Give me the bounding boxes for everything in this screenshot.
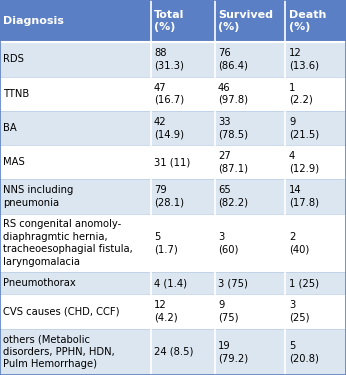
Text: BA: BA bbox=[3, 123, 17, 133]
Text: 5
(20.8): 5 (20.8) bbox=[289, 340, 319, 363]
Text: 19
(79.2): 19 (79.2) bbox=[218, 340, 248, 363]
Text: Death
(%): Death (%) bbox=[289, 10, 326, 32]
Text: 2
(40): 2 (40) bbox=[289, 232, 309, 254]
Text: 3 (75): 3 (75) bbox=[218, 278, 248, 288]
Bar bbox=[0, 272, 346, 294]
Text: 47
(16.7): 47 (16.7) bbox=[154, 82, 184, 105]
Text: 24 (8.5): 24 (8.5) bbox=[154, 347, 193, 357]
Bar bbox=[0, 214, 346, 272]
Text: 27
(87.1): 27 (87.1) bbox=[218, 151, 248, 174]
Text: 65
(82.2): 65 (82.2) bbox=[218, 185, 248, 208]
Text: others (Metabolic
disorders, PPHN, HDN,
Pulm Hemorrhage): others (Metabolic disorders, PPHN, HDN, … bbox=[3, 334, 115, 369]
Bar bbox=[0, 145, 346, 179]
Text: MAS: MAS bbox=[3, 157, 25, 167]
Bar bbox=[0, 42, 346, 76]
Text: 79
(28.1): 79 (28.1) bbox=[154, 185, 184, 208]
Text: CVS causes (CHD, CCF): CVS causes (CHD, CCF) bbox=[3, 306, 120, 316]
Bar bbox=[0, 294, 346, 328]
Text: 33
(78.5): 33 (78.5) bbox=[218, 117, 248, 139]
Text: 3
(60): 3 (60) bbox=[218, 232, 238, 254]
Text: NNS including
pneumonia: NNS including pneumonia bbox=[3, 185, 74, 208]
Text: 5
(1.7): 5 (1.7) bbox=[154, 232, 178, 254]
Text: Total
(%): Total (%) bbox=[154, 10, 184, 32]
Text: 4
(12.9): 4 (12.9) bbox=[289, 151, 319, 174]
Text: 14
(17.8): 14 (17.8) bbox=[289, 185, 319, 208]
Text: 4 (1.4): 4 (1.4) bbox=[154, 278, 187, 288]
Bar bbox=[0, 76, 346, 111]
Text: 42
(14.9): 42 (14.9) bbox=[154, 117, 184, 139]
Text: Diagnosis: Diagnosis bbox=[3, 16, 64, 26]
Text: 76
(86.4): 76 (86.4) bbox=[218, 48, 248, 70]
Text: 1 (25): 1 (25) bbox=[289, 278, 319, 288]
Text: Pneumothorax: Pneumothorax bbox=[3, 278, 76, 288]
Text: 1
(2.2): 1 (2.2) bbox=[289, 82, 313, 105]
Text: Survived
(%): Survived (%) bbox=[218, 10, 273, 32]
Text: RDS: RDS bbox=[3, 54, 24, 64]
Text: RS congenital anomoly-
diaphragmtic hernia,
tracheoesophagial fistula,
laryngoma: RS congenital anomoly- diaphragmtic hern… bbox=[3, 219, 133, 267]
Text: 46
(97.8): 46 (97.8) bbox=[218, 82, 248, 105]
Text: 12
(13.6): 12 (13.6) bbox=[289, 48, 319, 70]
Bar bbox=[0, 179, 346, 214]
Text: 88
(31.3): 88 (31.3) bbox=[154, 48, 184, 70]
Text: TTNB: TTNB bbox=[3, 89, 30, 99]
Bar bbox=[0, 0, 346, 42]
Text: 12
(4.2): 12 (4.2) bbox=[154, 300, 177, 323]
Text: 31 (11): 31 (11) bbox=[154, 157, 190, 167]
Bar bbox=[0, 111, 346, 145]
Text: 9
(21.5): 9 (21.5) bbox=[289, 117, 319, 139]
Text: 9
(75): 9 (75) bbox=[218, 300, 238, 323]
Bar bbox=[0, 328, 346, 375]
Text: 3
(25): 3 (25) bbox=[289, 300, 309, 323]
